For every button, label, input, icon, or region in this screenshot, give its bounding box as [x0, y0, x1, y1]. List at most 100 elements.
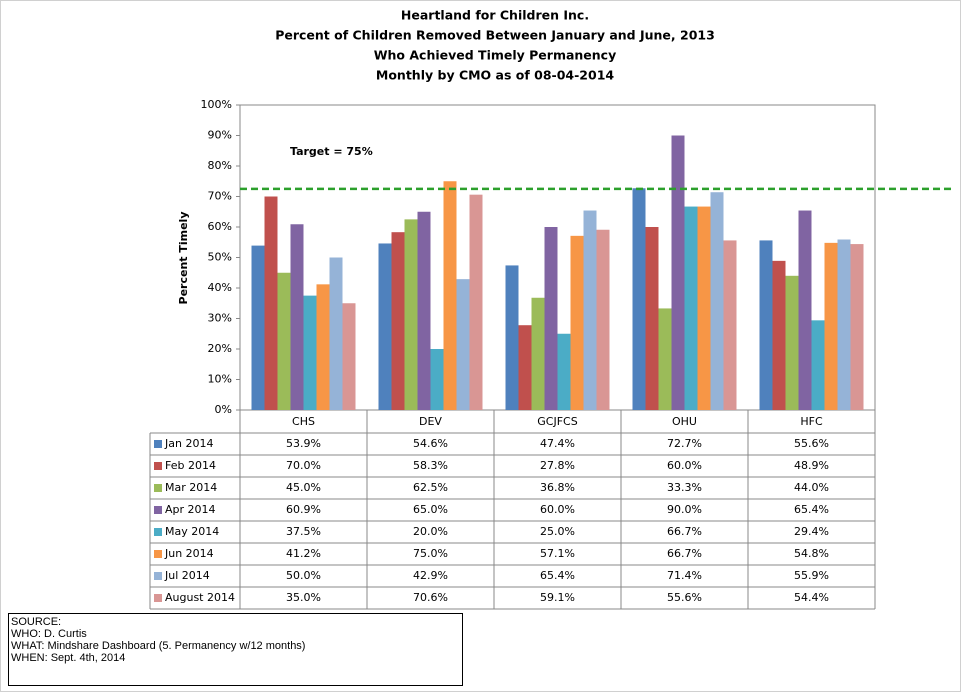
table-value: 45.0% — [286, 481, 321, 494]
bar — [645, 227, 659, 410]
source-box — [8, 613, 463, 686]
table-value: 60.0% — [667, 459, 702, 472]
bar — [378, 243, 392, 410]
bar — [417, 211, 431, 410]
bar — [811, 320, 825, 410]
table-value: 27.8% — [540, 459, 575, 472]
table-value: 47.4% — [540, 437, 575, 450]
legend-label: Feb 2014 — [165, 459, 216, 472]
table-value: 66.7% — [667, 525, 702, 538]
table-value: 37.5% — [286, 525, 321, 538]
table-value: 65.4% — [540, 569, 575, 582]
table-value: 50.0% — [286, 569, 321, 582]
y-tick-label: 80% — [208, 159, 232, 172]
bar — [342, 303, 356, 410]
bar — [544, 227, 558, 410]
table-value: 70.6% — [413, 591, 448, 604]
table-value: 58.3% — [413, 459, 448, 472]
bar — [316, 284, 330, 410]
legend-swatch — [154, 550, 162, 558]
table-value: 36.8% — [540, 481, 575, 494]
table-value: 72.7% — [667, 437, 702, 450]
table-value: 42.9% — [413, 569, 448, 582]
bar — [505, 265, 519, 410]
chart-title: Monthly by CMO as of 08-04-2014 — [376, 68, 614, 83]
table-value: 44.0% — [794, 481, 829, 494]
legend-label: August 2014 — [165, 591, 235, 604]
table-value: 20.0% — [413, 525, 448, 538]
table-value: 90.0% — [667, 503, 702, 516]
table-value: 59.1% — [540, 591, 575, 604]
legend-swatch — [154, 572, 162, 580]
table-value: 54.6% — [413, 437, 448, 450]
source-line: WHAT: Mindshare Dashboard (5. Permanency… — [11, 640, 305, 652]
bar — [443, 181, 457, 410]
bar — [557, 333, 571, 410]
y-tick-label: 10% — [208, 373, 232, 386]
y-axis-label: Percent Timely — [177, 212, 190, 305]
bar — [570, 235, 584, 410]
table-value: 54.8% — [794, 547, 829, 560]
x-tick-label: HFC — [800, 415, 823, 428]
y-tick-label: 40% — [208, 281, 232, 294]
bar — [759, 240, 773, 410]
source-line: SOURCE: — [11, 616, 61, 628]
x-tick-label: GCJFCS — [537, 415, 577, 428]
legend-swatch — [154, 440, 162, 448]
bar — [710, 192, 724, 410]
table-value: 65.4% — [794, 503, 829, 516]
table-value: 65.0% — [413, 503, 448, 516]
bar — [264, 196, 278, 410]
legend-swatch — [154, 594, 162, 602]
table-value: 55.6% — [794, 437, 829, 450]
bar — [251, 245, 265, 410]
y-tick-label: 100% — [201, 98, 232, 111]
table-value: 66.7% — [667, 547, 702, 560]
legend-label: Jul 2014 — [164, 569, 210, 582]
table-value: 29.4% — [794, 525, 829, 538]
legend-swatch — [154, 484, 162, 492]
table-value: 55.9% — [794, 569, 829, 582]
bar — [596, 229, 610, 410]
x-tick-label: DEV — [419, 415, 442, 428]
bar — [824, 242, 838, 410]
table-value: 53.9% — [286, 437, 321, 450]
bar — [531, 297, 545, 410]
bar — [697, 206, 711, 410]
bar — [303, 295, 317, 410]
bar — [671, 135, 685, 410]
legend-swatch — [154, 528, 162, 536]
bar — [632, 188, 646, 410]
bar — [772, 260, 786, 410]
chart-title: Who Achieved Timely Permanency — [374, 48, 617, 63]
y-tick-label: 70% — [208, 190, 232, 203]
legend-label: May 2014 — [165, 525, 219, 538]
legend-swatch — [154, 506, 162, 514]
chart-title: Percent of Children Removed Between Janu… — [275, 28, 715, 43]
y-tick-label: 30% — [208, 312, 232, 325]
table-value: 41.2% — [286, 547, 321, 560]
bar — [785, 275, 799, 410]
table-value: 35.0% — [286, 591, 321, 604]
legend-label: Jun 2014 — [164, 547, 214, 560]
table-value: 60.0% — [540, 503, 575, 516]
table-value: 70.0% — [286, 459, 321, 472]
y-tick-label: 60% — [208, 220, 232, 233]
legend-label: Mar 2014 — [165, 481, 217, 494]
bar — [391, 232, 405, 410]
table-value: 57.1% — [540, 547, 575, 560]
bar — [658, 308, 672, 410]
bar — [430, 349, 444, 410]
bar — [277, 272, 291, 410]
y-tick-label: 50% — [208, 251, 232, 264]
bar — [837, 239, 851, 410]
legend-label: Apr 2014 — [165, 503, 216, 516]
table-value: 60.9% — [286, 503, 321, 516]
source-line: WHEN: Sept. 4th, 2014 — [11, 652, 125, 664]
bar — [684, 206, 698, 410]
legend-label: Jan 2014 — [164, 437, 213, 450]
y-tick-label: 20% — [208, 342, 232, 355]
bar — [583, 210, 597, 410]
bar — [850, 244, 864, 410]
